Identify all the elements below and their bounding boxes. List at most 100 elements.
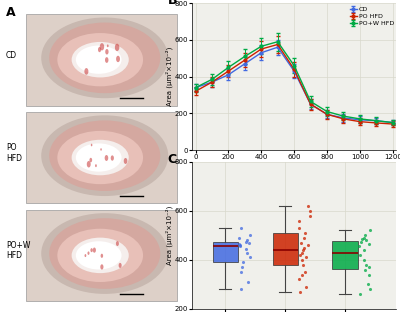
Point — [301, 235, 308, 240]
PathPatch shape — [272, 233, 298, 265]
Point — [302, 284, 309, 289]
Point — [302, 231, 309, 236]
Circle shape — [93, 247, 96, 253]
Point — [305, 203, 311, 208]
Point — [296, 218, 302, 223]
Circle shape — [116, 56, 120, 62]
Point — [364, 282, 371, 287]
Text: PO+W
HFD: PO+W HFD — [6, 241, 30, 261]
Ellipse shape — [72, 42, 129, 77]
Point — [304, 243, 311, 248]
Point — [244, 250, 250, 255]
Ellipse shape — [76, 144, 122, 172]
Point — [361, 248, 367, 253]
Point — [359, 236, 365, 241]
Point — [237, 270, 244, 275]
Circle shape — [105, 155, 108, 161]
Circle shape — [116, 241, 119, 246]
Circle shape — [100, 148, 102, 151]
X-axis label: Distance (μm): Distance (μm) — [264, 162, 324, 171]
PathPatch shape — [213, 241, 238, 262]
Point — [242, 246, 249, 251]
Ellipse shape — [72, 140, 129, 175]
Point — [296, 226, 302, 231]
Circle shape — [100, 43, 104, 51]
Circle shape — [88, 251, 90, 255]
Circle shape — [100, 264, 104, 270]
Point — [357, 292, 364, 297]
Point — [242, 239, 249, 244]
Point — [362, 233, 368, 238]
Point — [236, 235, 242, 240]
Circle shape — [105, 57, 108, 63]
Legend: CD, PO HFD, PO+W HFD: CD, PO HFD, PO+W HFD — [349, 6, 395, 27]
FancyBboxPatch shape — [26, 210, 177, 301]
Circle shape — [101, 254, 103, 258]
FancyBboxPatch shape — [26, 14, 177, 105]
Point — [246, 255, 253, 260]
Point — [366, 265, 372, 270]
Ellipse shape — [49, 22, 160, 93]
Ellipse shape — [49, 120, 160, 191]
Circle shape — [91, 144, 92, 146]
Circle shape — [105, 49, 108, 55]
Point — [361, 235, 368, 240]
Circle shape — [115, 44, 119, 51]
Point — [296, 277, 303, 282]
Point — [240, 260, 246, 265]
Ellipse shape — [41, 213, 168, 294]
Point — [363, 262, 370, 267]
Ellipse shape — [57, 131, 143, 184]
Point — [363, 238, 369, 243]
Point — [366, 228, 373, 233]
Point — [360, 257, 367, 262]
Circle shape — [124, 158, 127, 164]
Circle shape — [111, 155, 114, 161]
Y-axis label: Area (μm²×10⁻²): Area (μm²×10⁻²) — [166, 47, 173, 106]
Point — [299, 272, 305, 277]
Point — [302, 255, 309, 260]
Point — [237, 243, 244, 248]
Y-axis label: Area (μm²×10⁻²): Area (μm²×10⁻²) — [166, 206, 173, 265]
PathPatch shape — [332, 241, 358, 269]
FancyBboxPatch shape — [26, 112, 177, 203]
Ellipse shape — [57, 229, 143, 282]
Ellipse shape — [57, 33, 143, 86]
Point — [300, 248, 306, 253]
Circle shape — [98, 47, 101, 52]
Point — [302, 270, 308, 275]
Point — [297, 252, 303, 257]
Circle shape — [95, 164, 97, 167]
Point — [366, 241, 372, 246]
Circle shape — [119, 263, 122, 268]
Point — [246, 240, 252, 245]
Ellipse shape — [41, 115, 168, 196]
Text: A: A — [6, 6, 16, 19]
Ellipse shape — [76, 241, 122, 270]
Point — [239, 265, 245, 270]
Point — [299, 257, 305, 262]
Circle shape — [87, 161, 91, 168]
Point — [300, 262, 307, 267]
Point — [362, 267, 369, 272]
Point — [297, 289, 304, 294]
Point — [356, 252, 363, 257]
Ellipse shape — [76, 46, 122, 74]
Point — [238, 287, 244, 292]
Circle shape — [84, 254, 86, 257]
Point — [247, 233, 253, 238]
Ellipse shape — [41, 17, 168, 98]
Point — [236, 241, 242, 246]
Point — [367, 287, 373, 292]
Point — [358, 239, 364, 244]
Circle shape — [84, 68, 88, 75]
Point — [298, 240, 304, 245]
Point — [299, 250, 305, 255]
Point — [307, 208, 313, 213]
Point — [306, 213, 313, 218]
Point — [237, 226, 244, 231]
Point — [237, 244, 244, 249]
Ellipse shape — [49, 218, 160, 289]
Text: PO
HFD: PO HFD — [6, 143, 22, 163]
Circle shape — [107, 44, 109, 47]
